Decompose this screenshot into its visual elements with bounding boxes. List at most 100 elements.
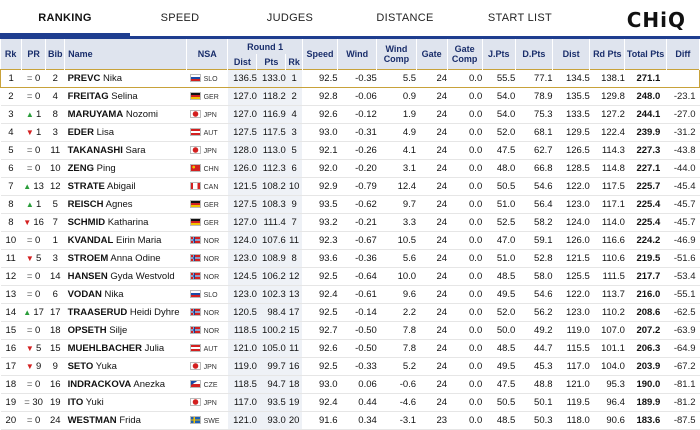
athlete-first-name[interactable]: Nika <box>104 289 124 300</box>
athlete-last-name[interactable]: TRAASERUD <box>67 307 128 318</box>
table-row[interactable]: 5 = 0 11 TAKANASHI Sara JPN 128.0 113.0 5 92.1 -0… <box>0 141 700 160</box>
col-wind[interactable]: Wind <box>337 39 378 70</box>
athlete-first-name[interactable]: Eirin Maria <box>115 235 162 246</box>
col-rank[interactable]: Rk <box>0 39 22 70</box>
athlete-first-name[interactable]: Anna Odine <box>110 253 161 264</box>
tab-start-list[interactable]: START LIST <box>487 12 553 24</box>
athlete-last-name[interactable]: KVANDAL <box>67 235 114 246</box>
athlete-last-name[interactable]: MARUYAMA <box>67 109 124 120</box>
rank-cell: 3 <box>0 105 22 124</box>
wind-comp-cell: 1.9 <box>376 105 417 124</box>
athlete-last-name[interactable]: PREVC <box>67 73 101 84</box>
athlete-last-name[interactable]: SCHMID <box>67 217 106 228</box>
athlete-last-name[interactable]: MUEHLBACHER <box>67 343 143 354</box>
athlete-first-name[interactable]: Silje <box>109 325 128 336</box>
table-row[interactable]: 15 = 0 18 OPSETH Silje NOR 118.5 100.2 15 92.7 -0… <box>0 321 700 340</box>
col-diff[interactable]: Diff <box>666 39 700 70</box>
col-dist[interactable]: Dist <box>552 39 591 70</box>
table-row[interactable]: 4 ▼ 1 3 EDER Lisa AUT 127.5 117.5 3 93.0 -0.31 4.9… <box>0 123 700 142</box>
athlete-last-name[interactable]: FREITAG <box>67 91 109 102</box>
wind-cell: -0.61 <box>337 285 377 304</box>
athlete-first-name[interactable]: Nozomi <box>125 109 159 120</box>
col-rd-pts[interactable]: Rd Pts <box>589 39 626 70</box>
table-row[interactable]: 11 ▼ 5 3 STROEM Anna Odine NOR 123.0 108.9 8 93.… <box>0 249 700 268</box>
athlete-first-name[interactable]: Julia <box>144 343 165 354</box>
tab-ranking[interactable]: RANKING <box>0 0 130 36</box>
table-row[interactable]: 18 = 0 16 INDRACKOVA Anezka CZE 118.5 94.7 18 93… <box>0 375 700 394</box>
athlete-last-name[interactable]: INDRACKOVA <box>67 379 132 390</box>
col-dpts[interactable]: D.Pts <box>515 39 554 70</box>
athlete-first-name[interactable]: Gyda Westvold <box>110 271 175 282</box>
athlete-last-name[interactable]: SETO <box>67 361 94 372</box>
col-pr[interactable]: PR <box>21 39 47 70</box>
col-gate[interactable]: Gate <box>416 39 448 70</box>
pr-cell: = 0 <box>21 267 46 286</box>
athlete-last-name[interactable]: TAKANASHI <box>67 145 123 156</box>
table-row[interactable]: 8 ▼ 16 7 SCHMID Katharina GER 127.0 111.4 7 93.2… <box>0 213 700 232</box>
athlete-first-name[interactable]: Frida <box>119 415 141 426</box>
col-r1-rank[interactable]: Rk <box>285 54 303 70</box>
table-row[interactable]: 7 ▲ 13 12 STRATE Abigail CAN 121.5 108.2 10 92.9… <box>0 177 700 196</box>
table-row[interactable]: 2 = 0 4 FREITAG Selina GER 127.0 118.2 2 92.8 -0.… <box>0 87 700 106</box>
table-row[interactable]: 10 = 0 1 KVANDAL Eirin Maria NOR 124.0 107.6 11… <box>0 231 700 250</box>
table-row[interactable]: 20 = 0 24 WESTMAN Frida SWE 121.0 93.0 20 91.6 0.… <box>0 411 700 430</box>
table-row[interactable]: 8 ▲ 1 5 REISCH Agnes GER 127.5 108.3 9 93.5 -0.62… <box>0 195 700 214</box>
athlete-last-name[interactable]: ITO <box>67 397 84 408</box>
col-bib[interactable]: Bib <box>45 39 66 70</box>
col-jpts[interactable]: J.Pts <box>482 39 516 70</box>
athlete-last-name[interactable]: STROEM <box>67 253 109 264</box>
wind-cell: -0.50 <box>337 321 377 340</box>
col-name[interactable]: Name <box>64 39 188 70</box>
athlete-first-name[interactable]: Lisa <box>96 127 115 138</box>
col-gate-comp[interactable]: Gate Comp <box>447 39 483 70</box>
pr-cell: ▲ 13 <box>21 177 46 196</box>
col-nsa[interactable]: NSA <box>186 39 229 70</box>
gate-comp-cell: 0.0 <box>447 267 483 286</box>
rd-pts-cell: 111.5 <box>589 267 625 286</box>
athlete-first-name[interactable]: Anezka <box>133 379 166 390</box>
athlete-last-name[interactable]: HANSEN <box>67 271 108 282</box>
col-r1-dist[interactable]: Dist <box>227 54 258 70</box>
athlete-first-name[interactable]: Agnes <box>105 199 133 210</box>
wind-comp-cell: 10.0 <box>376 267 417 286</box>
col-total[interactable]: Total Pts <box>624 39 667 70</box>
table-row[interactable]: 16 ▼ 5 15 MUEHLBACHER Julia AUT 121.0 105.0 11 9… <box>0 339 700 358</box>
athlete-last-name[interactable]: ZENG <box>67 163 94 174</box>
athlete-first-name[interactable]: Katharina <box>107 217 149 228</box>
flag-icon <box>189 290 201 298</box>
pr-value: 1 <box>36 109 42 120</box>
table-row[interactable]: 19 = 30 19 ITO Yuki JPN 117.0 93.5 19 92.4 0.44 -4… <box>0 393 700 412</box>
table-row[interactable]: 12 = 0 14 HANSEN Gyda Westvold NOR 124.5 106.2… <box>0 267 700 286</box>
table-row[interactable]: 14 ▲ 17 17 TRAASERUD Heidi Dyhre NOR 120.5 98.… <box>0 303 700 322</box>
table-row[interactable]: 13 = 0 6 VODAN Nika SLO 123.0 102.3 13 92.4 -0.61… <box>0 285 700 304</box>
athlete-first-name[interactable]: Sara <box>125 145 146 156</box>
col-speed[interactable]: Speed <box>302 39 339 70</box>
pr-cell: = 0 <box>21 321 46 340</box>
athlete-last-name[interactable]: STRATE <box>67 181 105 192</box>
tab-distance[interactable]: DISTANCE <box>376 12 434 24</box>
athlete-first-name[interactable]: Abigail <box>107 181 136 192</box>
athlete-last-name[interactable]: VODAN <box>67 289 102 300</box>
athlete-last-name[interactable]: WESTMAN <box>67 415 117 426</box>
athlete-first-name[interactable]: Ping <box>96 163 116 174</box>
flag-icon <box>189 74 201 82</box>
col-r1-pts[interactable]: Pts <box>256 54 287 70</box>
athlete-first-name[interactable]: Nika <box>102 73 122 84</box>
athlete-first-name[interactable]: Selina <box>111 91 138 102</box>
col-wind-comp[interactable]: Wind Comp <box>376 39 417 70</box>
dist-cell: 128.5 <box>552 159 590 178</box>
table-row[interactable]: 3 ▲ 1 8 MARUYAMA Nozomi JPN 127.0 116.9 4 92.6 -0… <box>0 105 700 124</box>
athlete-first-name[interactable]: Yuka <box>95 361 117 372</box>
athlete-last-name[interactable]: OPSETH <box>67 325 107 336</box>
table-row[interactable]: 6 = 0 10 ZENG Ping CHN 126.0 112.3 6 92.0 -0.20 3.… <box>0 159 700 178</box>
athlete-first-name[interactable]: Heidi Dyhre <box>129 307 180 318</box>
tab-speed[interactable]: SPEED <box>160 12 200 24</box>
table-row[interactable]: 1 = 0 2 PREVC Nika SLO 136.5 133.0 1 92.5 -0.35 5.… <box>0 69 700 88</box>
bib-cell: 2 <box>45 69 65 88</box>
table-row[interactable]: 17 ▼ 9 9 SETO Yuka JPN 119.0 99.7 16 92.5 -0.33 5.… <box>0 357 700 376</box>
tab-judges[interactable]: JUDGES <box>266 12 314 24</box>
athlete-first-name[interactable]: Yuki <box>85 397 104 408</box>
r1-rank-cell: 8 <box>285 249 303 268</box>
athlete-last-name[interactable]: REISCH <box>67 199 104 210</box>
athlete-last-name[interactable]: EDER <box>67 127 94 138</box>
